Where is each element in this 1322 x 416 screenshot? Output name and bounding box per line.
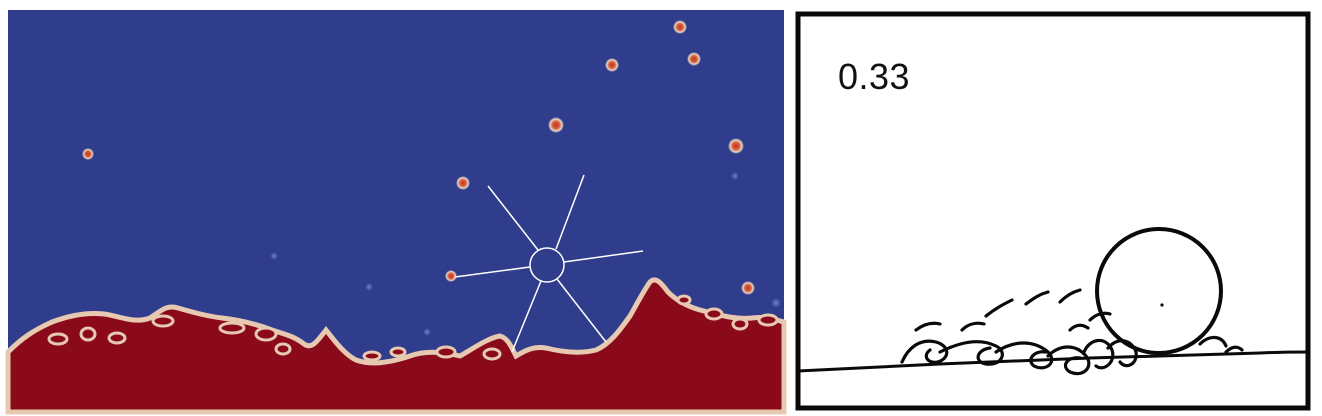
free-surface-line (797, 350, 1309, 373)
sketch-image (795, 11, 1311, 411)
splash-traces (900, 288, 1244, 376)
time-label: 0.33 (838, 56, 911, 97)
sphere-marker (1160, 303, 1164, 307)
sphere-outline (1095, 227, 1223, 355)
sketch-panel: 0.33 (790, 0, 1322, 416)
simulation-image (5, 10, 787, 415)
rotating-disk-overlay (454, 174, 644, 353)
simulation-panel (5, 10, 787, 415)
interface-ligaments (47, 294, 779, 362)
droplets (82, 20, 781, 336)
